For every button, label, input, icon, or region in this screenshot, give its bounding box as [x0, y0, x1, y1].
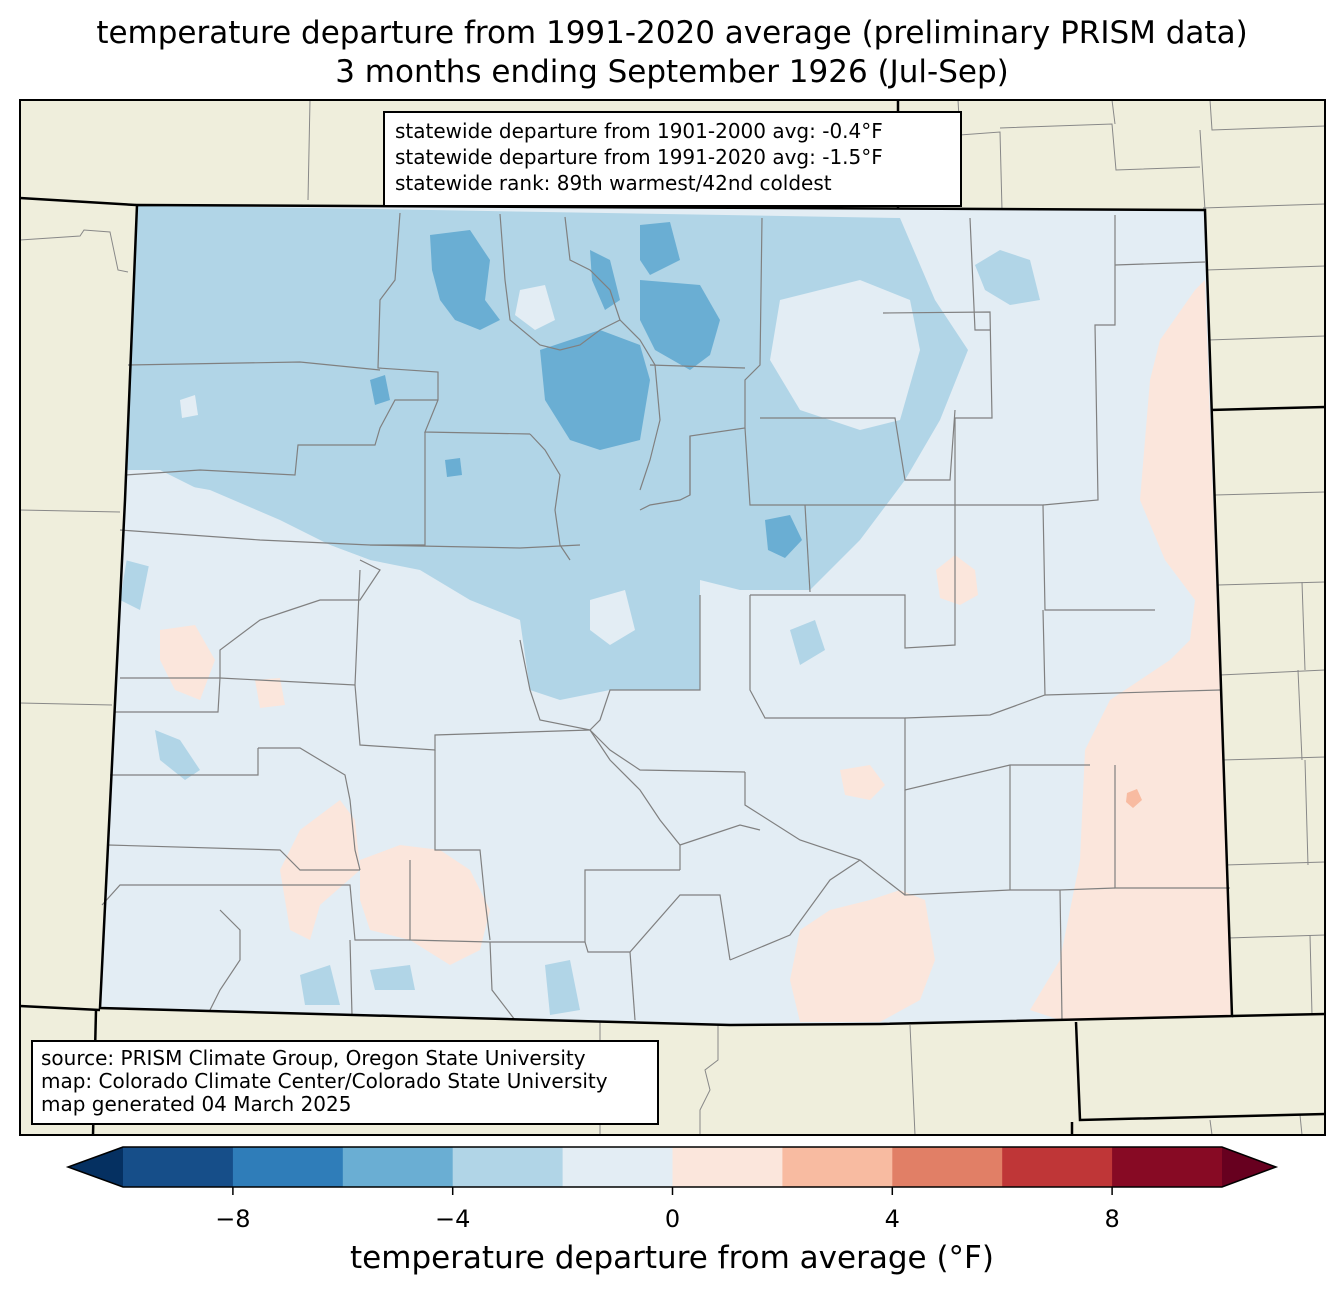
colorbar-segment	[1002, 1147, 1113, 1187]
colorbar-segment	[672, 1147, 783, 1187]
colorbar-outline	[65, 1146, 1279, 1188]
colorbar-tick-label: −8	[215, 1205, 251, 1233]
colorbar-tick-label: 8	[1104, 1205, 1120, 1233]
colorbar-tick-label: −4	[434, 1205, 471, 1233]
colorado-border	[98, 203, 1234, 1027]
colorbar-label: temperature departure from average (°F)	[350, 1240, 994, 1276]
colorbar-segment	[892, 1147, 1003, 1187]
source-generated-date: map generated 04 March 2025	[41, 1092, 352, 1116]
colorbar-extend-low	[68, 1147, 123, 1187]
map-frame	[19, 99, 1326, 1136]
stats-departure-1901-2000: statewide departure from 1901-2000 avg: …	[395, 119, 883, 143]
colorbar-segment	[1112, 1147, 1223, 1187]
source-map-credit: map: Colorado Climate Center/Colorado St…	[41, 1069, 608, 1093]
map-title-line2: 3 months ending September 1926 (Jul-Sep)	[335, 54, 1009, 90]
stats-rank: statewide rank: 89th warmest/42nd coldes…	[395, 171, 832, 195]
warm-anomaly-regions	[160, 280, 1232, 1022]
colorbar-segment	[342, 1147, 454, 1187]
colorbar-tick-label: 4	[884, 1205, 900, 1233]
neighbor-county-lines	[19, 99, 1326, 1136]
neutral-patches	[125, 280, 920, 645]
source-box: source: PRISM Climate Group, Oregon Stat…	[31, 1040, 659, 1125]
colorbar-segment	[123, 1147, 234, 1187]
warm-mid-anomaly-spot	[1126, 789, 1142, 808]
colorbar-segment	[232, 1147, 344, 1187]
stats-departure-1991-2020: statewide departure from 1991-2020 avg: …	[395, 145, 883, 169]
colorbar-segment	[452, 1147, 564, 1187]
colorbar-segment	[782, 1147, 893, 1187]
source-prism: source: PRISM Climate Group, Oregon Stat…	[41, 1046, 586, 1070]
colorbar-tick-label: 0	[664, 1205, 681, 1233]
strong-cool-anomaly-regions	[370, 222, 802, 558]
colorbar-extend-high	[1222, 1147, 1276, 1187]
county-lines	[101, 212, 1230, 1021]
colorbar	[65, 1146, 1279, 1195]
colorbar-segment	[562, 1147, 673, 1187]
statewide-stats-box: statewide departure from 1901-2000 avg: …	[383, 111, 962, 207]
map-title-line1: temperature departure from 1991-2020 ave…	[96, 15, 1248, 51]
